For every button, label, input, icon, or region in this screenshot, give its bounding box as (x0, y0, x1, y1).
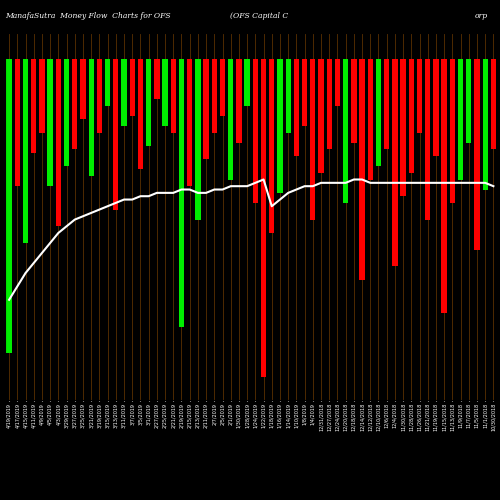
Bar (88, 59, 94, 176)
Bar (23, 59, 28, 243)
Bar (40, 59, 44, 132)
Bar (6, 59, 12, 353)
Bar (138, 59, 143, 170)
Bar (14, 59, 20, 186)
Bar (490, 59, 496, 150)
Bar (154, 59, 160, 100)
Bar (113, 59, 118, 210)
Bar (80, 59, 86, 120)
Bar (244, 59, 250, 106)
Bar (146, 59, 152, 146)
Bar (96, 59, 102, 132)
Bar (278, 59, 282, 193)
Bar (458, 59, 463, 180)
Bar (187, 59, 192, 186)
Bar (228, 59, 234, 180)
Bar (442, 59, 447, 313)
Bar (261, 59, 266, 376)
Text: orp: orp (475, 12, 488, 20)
Bar (220, 59, 225, 116)
Bar (195, 59, 200, 220)
Bar (368, 59, 373, 180)
Bar (204, 59, 209, 160)
Bar (64, 59, 69, 166)
Bar (392, 59, 398, 266)
Bar (122, 59, 126, 126)
Bar (162, 59, 168, 126)
Bar (212, 59, 217, 132)
Bar (434, 59, 438, 156)
Bar (417, 59, 422, 132)
Bar (425, 59, 430, 220)
Bar (130, 59, 135, 116)
Bar (170, 59, 176, 132)
Bar (105, 59, 110, 106)
Text: (OFS Capital C: (OFS Capital C (230, 12, 288, 20)
Bar (302, 59, 308, 126)
Bar (376, 59, 381, 166)
Bar (318, 59, 324, 173)
Bar (351, 59, 356, 143)
Text: ManafaSutra  Money Flow  Charts for OFS: ManafaSutra Money Flow Charts for OFS (5, 12, 170, 20)
Bar (343, 59, 348, 203)
Bar (236, 59, 242, 143)
Bar (466, 59, 471, 143)
Bar (360, 59, 364, 280)
Bar (482, 59, 488, 190)
Bar (31, 59, 36, 153)
Bar (384, 59, 390, 150)
Bar (48, 59, 53, 186)
Bar (408, 59, 414, 173)
Bar (450, 59, 455, 203)
Bar (400, 59, 406, 196)
Bar (72, 59, 78, 150)
Bar (326, 59, 332, 150)
Bar (335, 59, 340, 106)
Bar (474, 59, 480, 250)
Bar (310, 59, 316, 220)
Bar (252, 59, 258, 203)
Bar (286, 59, 291, 132)
Bar (294, 59, 299, 156)
Bar (179, 59, 184, 326)
Bar (56, 59, 61, 226)
Bar (269, 59, 274, 233)
